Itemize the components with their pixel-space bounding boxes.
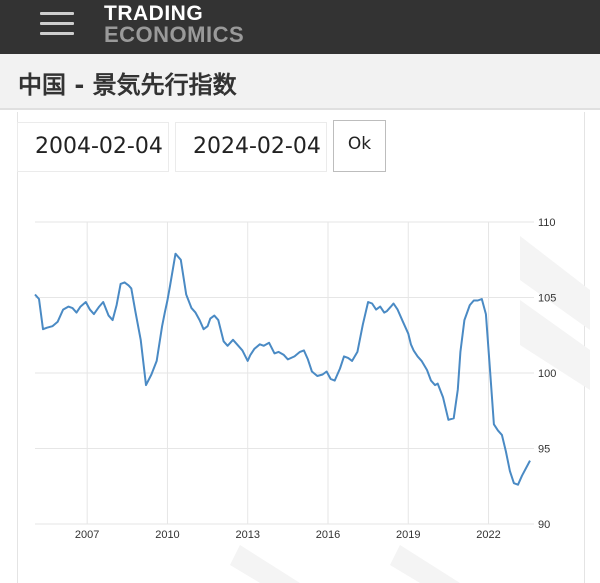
x-tick-label: 2016 — [316, 529, 340, 541]
y-axis-ticks: 90 95 100 105 110 — [538, 217, 556, 531]
chart-panel — [17, 112, 585, 583]
watermark-shape — [520, 300, 590, 390]
x-tick-label: 2013 — [235, 529, 259, 541]
ok-button[interactable]: Ok — [333, 120, 386, 172]
y-tick-label: 110 — [538, 217, 556, 229]
logo-line-2: ECONOMICS — [104, 22, 245, 47]
hamburger-menu-icon[interactable] — [40, 10, 76, 38]
y-tick-label: 90 — [538, 519, 550, 531]
watermark-shape — [520, 236, 590, 330]
title-bar: 中国 - 景気先行指数 — [0, 54, 600, 110]
x-tick-label: 2007 — [75, 529, 99, 541]
x-axis-ticks: 2007 2010 2013 2016 2019 2022 — [75, 529, 501, 541]
top-navigation-bar: TRADING ECONOMICS — [0, 0, 600, 54]
end-date-input[interactable]: 2024-02-04 — [175, 122, 327, 172]
watermark-shape — [390, 545, 460, 583]
trading-economics-logo[interactable]: TRADING ECONOMICS — [104, 2, 245, 47]
y-tick-label: 95 — [538, 444, 550, 456]
series-line — [34, 252, 531, 486]
page-title: 中国 - 景気先行指数 — [18, 71, 237, 99]
x-tick-label: 2022 — [476, 529, 500, 541]
start-date-input[interactable]: 2004-02-04 — [17, 122, 169, 172]
chart-watermark — [230, 236, 590, 583]
x-tick-label: 2010 — [155, 529, 179, 541]
logo-line-1: TRADING — [104, 2, 204, 25]
y-tick-label: 105 — [538, 293, 556, 305]
chart-series — [34, 252, 531, 486]
watermark-shape — [230, 545, 300, 583]
x-tick-label: 2019 — [396, 529, 420, 541]
y-tick-label: 100 — [538, 368, 556, 380]
